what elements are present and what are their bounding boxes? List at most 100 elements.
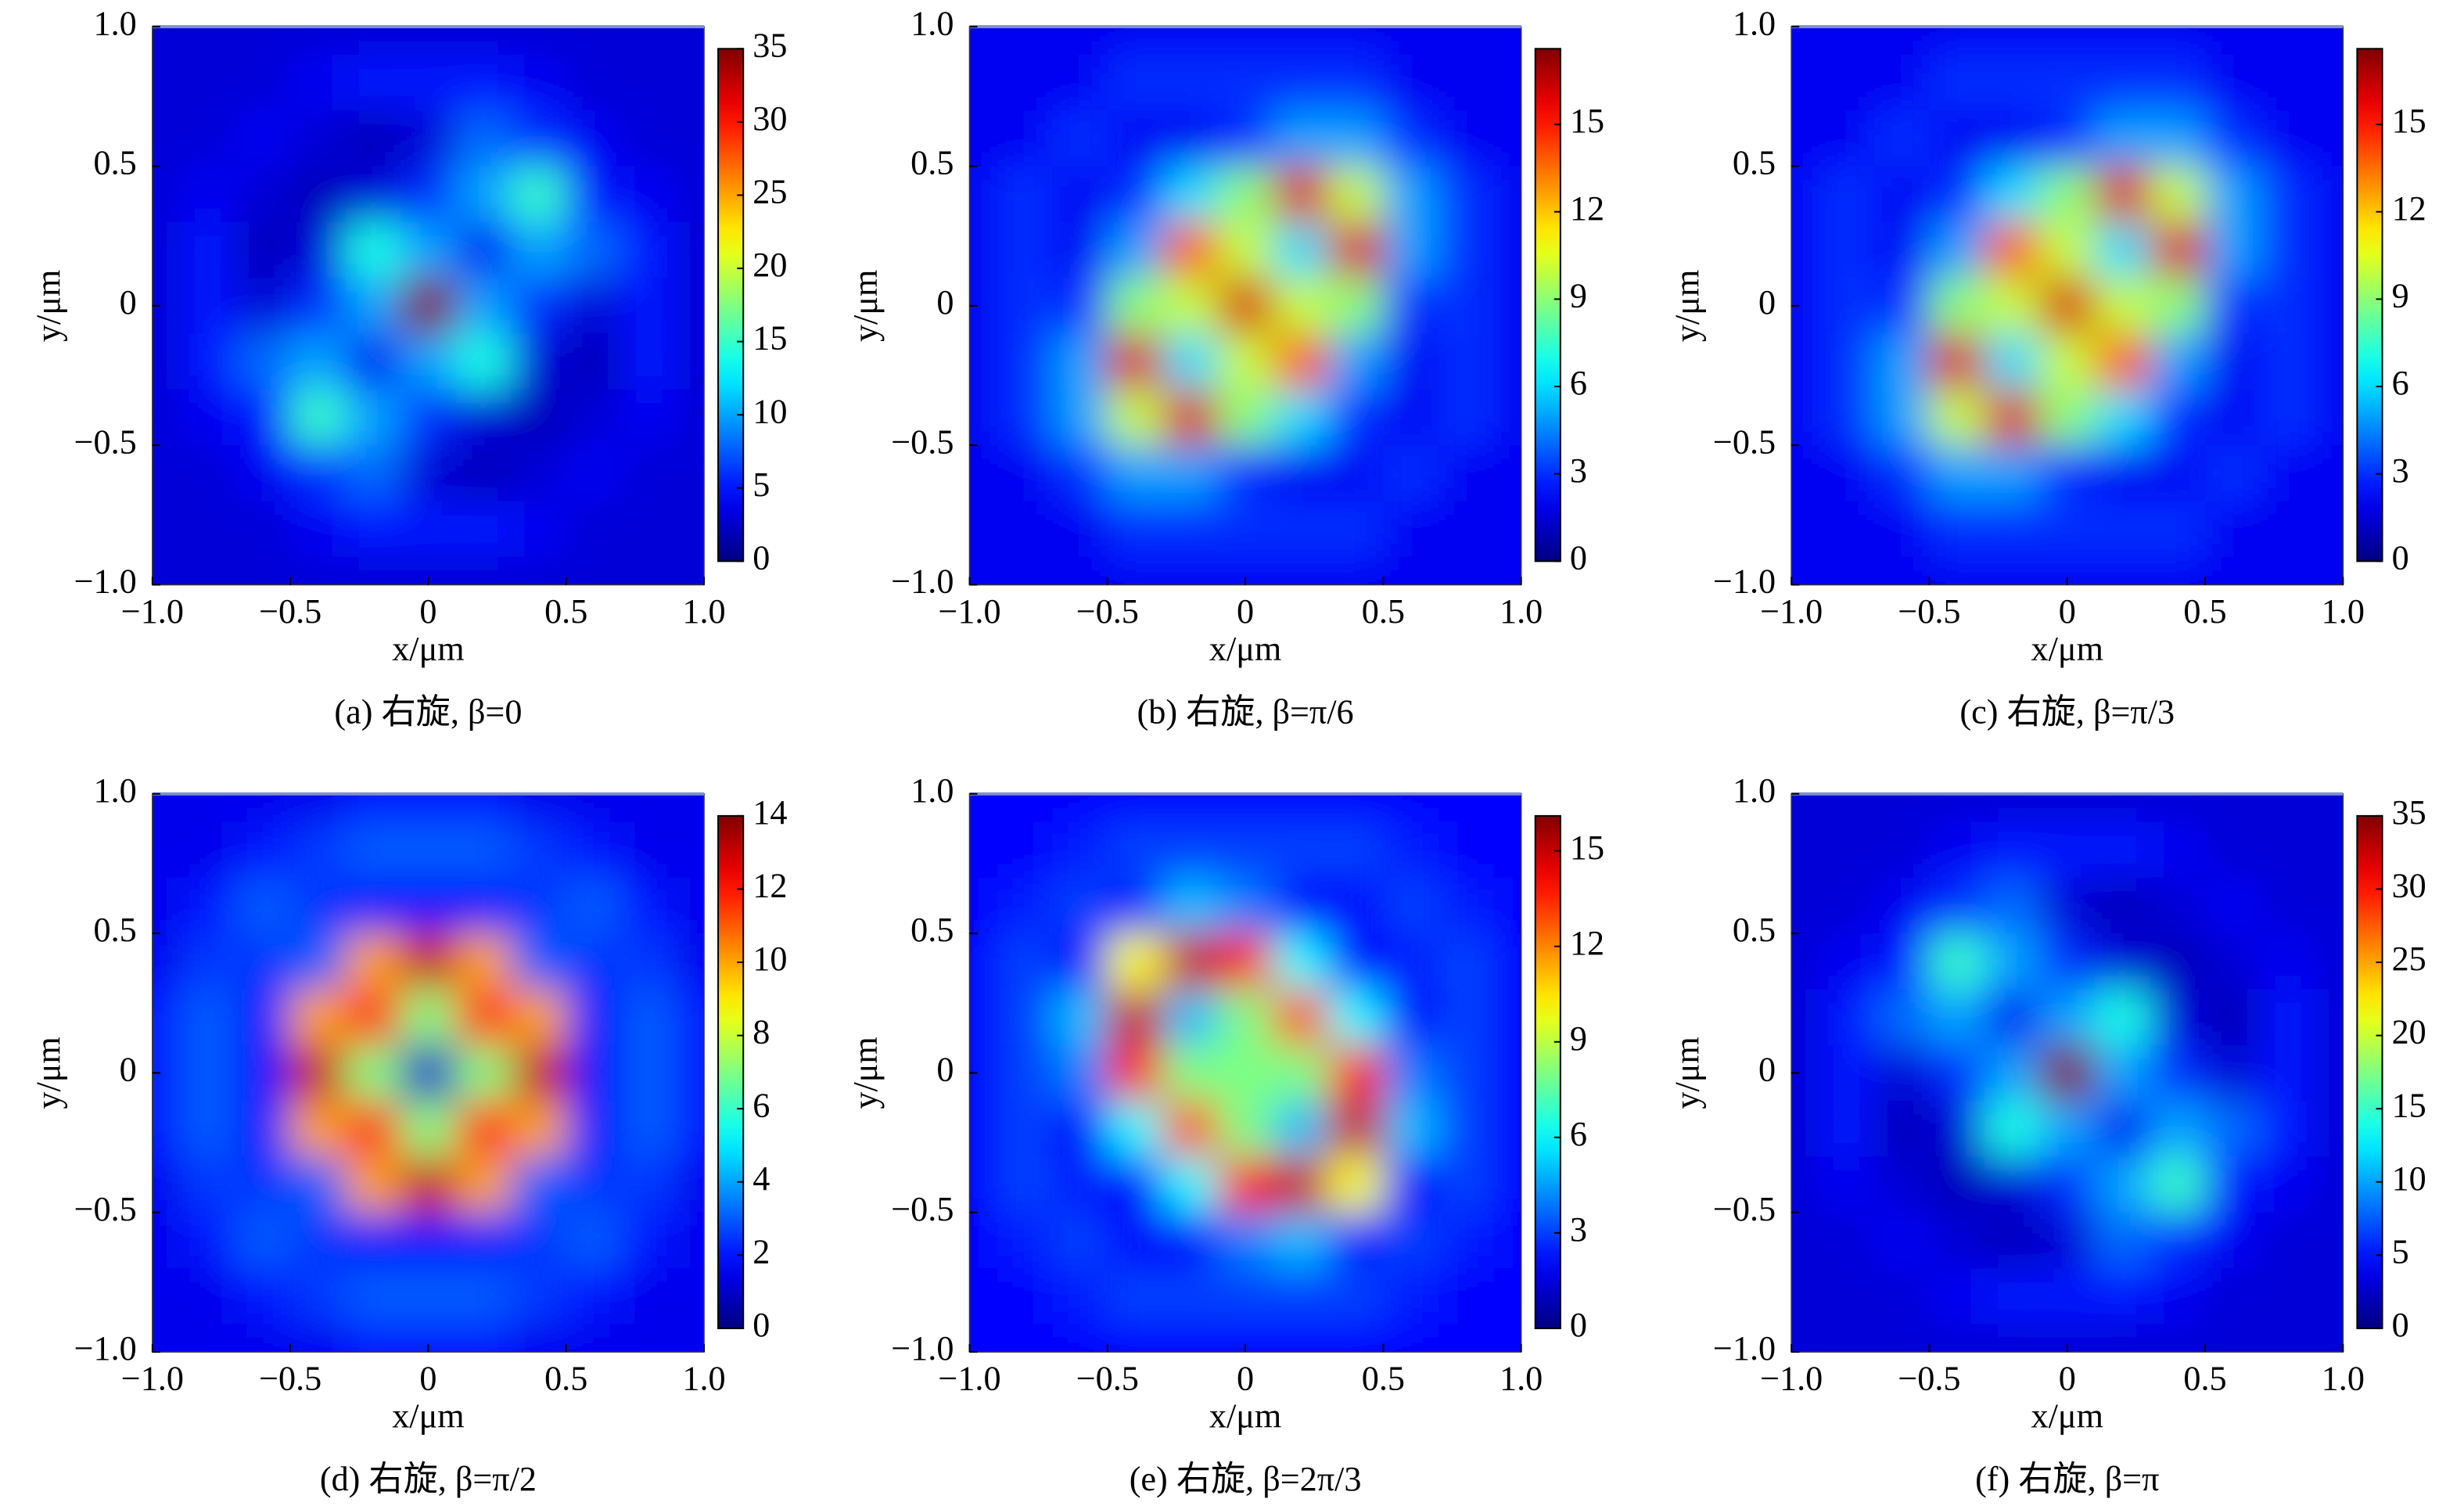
heatmap-cell	[400, 389, 457, 447]
heatmap-cell	[180, 333, 236, 390]
heatmap-cell	[1052, 221, 1108, 279]
colorbar-tick-label: 9	[1570, 277, 1587, 315]
heatmap-cell	[676, 54, 705, 112]
heatmap-cell	[1984, 110, 2041, 167]
heatmap-cell	[1052, 1324, 1108, 1353]
y-tick-label: −1.0	[891, 563, 954, 601]
y-tick-label: 0.5	[1733, 144, 1776, 182]
heatmap-cell	[2150, 54, 2207, 112]
heatmap-cell	[290, 1044, 347, 1102]
heatmap-cell	[1873, 221, 1931, 279]
x-tick-label: −1.0	[938, 592, 1000, 631]
heatmap-cell	[1929, 1101, 1985, 1158]
heatmap-cell	[400, 166, 457, 223]
heatmap-cell	[1052, 877, 1108, 935]
heatmap-cell	[1873, 1044, 1931, 1102]
heatmap-cell	[2205, 221, 2261, 279]
heatmap-cell	[1273, 110, 1329, 167]
heatmap-cell	[1162, 821, 1219, 879]
heatmap-cell	[676, 501, 705, 558]
heatmap-cell	[2315, 556, 2344, 585]
heatmap-cell	[1984, 1101, 2041, 1158]
heatmap-cell	[2039, 221, 2096, 279]
heatmap-cell	[180, 933, 236, 990]
heatmap-cell	[180, 1324, 236, 1353]
heatmap-cell	[1052, 54, 1108, 112]
heatmap-cell	[969, 1101, 998, 1158]
heatmap-cell	[1107, 1324, 1164, 1353]
heatmap-cell	[997, 989, 1054, 1046]
heatmap-cell	[455, 389, 512, 447]
heatmap-cell	[2150, 1156, 2207, 1213]
x-tick-label: −0.5	[1076, 1359, 1139, 1397]
heatmap-cell	[1327, 389, 1385, 447]
colorbar-tick-label: 0	[752, 1306, 770, 1344]
heatmap-cell	[1162, 54, 1219, 112]
heatmap-cell	[1493, 54, 1521, 112]
heatmap-cell	[1383, 877, 1439, 935]
heatmap-cell	[345, 1156, 402, 1213]
heatmap-cell	[1819, 221, 1875, 279]
heatmap-cell	[969, 933, 998, 990]
heatmap-cell	[1107, 1212, 1164, 1270]
x-axis-label: x/μm	[2031, 630, 2103, 668]
heatmap-cell	[1273, 501, 1329, 558]
heatmap-cell	[400, 445, 457, 502]
heatmap-cell	[400, 221, 457, 279]
heatmap-cell	[2315, 1156, 2344, 1213]
heatmap-cell	[997, 1324, 1054, 1353]
heatmap-cell	[1052, 556, 1108, 585]
y-tick-label: 0	[1758, 283, 1776, 322]
heatmap-cell	[1162, 27, 1219, 56]
heatmap-cell	[621, 1324, 677, 1353]
heatmap-cell	[676, 556, 705, 585]
heatmap-cell	[1984, 278, 2041, 335]
heatmap-cell	[2205, 877, 2261, 935]
colorbar-tick-label: 6	[1570, 364, 1587, 402]
heatmap-cell	[2095, 821, 2151, 879]
heatmap-cell	[1383, 445, 1439, 502]
heatmap-cell	[2315, 389, 2344, 447]
heatmap-cell	[455, 221, 512, 279]
heatmap-cell	[997, 27, 1054, 56]
colorbar-tick-label: 30	[2392, 867, 2426, 905]
colorbar-tick-label: 0	[752, 538, 770, 577]
heatmap-cell	[1273, 1268, 1329, 1325]
caption: (d) 右旋, β=π/2	[320, 1460, 537, 1498]
heatmap-cell	[235, 793, 292, 823]
heatmap-cell	[2095, 556, 2151, 585]
colorbar-tick-label: 12	[752, 867, 787, 905]
y-axis-label: y/μm	[29, 1037, 67, 1109]
heatmap-cell	[1791, 556, 1820, 585]
heatmap-cell	[400, 793, 457, 823]
heatmap-cell	[1327, 278, 1385, 335]
heatmap-cell	[2260, 501, 2317, 558]
heatmap-cell	[455, 1156, 512, 1213]
heatmap-cell	[676, 877, 705, 935]
heatmap-cell	[1984, 389, 2041, 447]
colorbar-tick-label: 5	[2392, 1232, 2409, 1271]
heatmap-cell	[1162, 1268, 1219, 1325]
heatmap-cell	[2095, 1324, 2151, 1353]
heatmap-cell	[511, 27, 567, 56]
colorbar-tick-label: 25	[2392, 940, 2426, 978]
heatmap-cell	[969, 793, 998, 823]
heatmap-cell	[1984, 877, 2041, 935]
heatmap-cell	[1383, 556, 1439, 585]
heatmap-cell	[1162, 278, 1219, 335]
heatmap-cell	[1819, 877, 1875, 935]
heatmap-cell	[621, 54, 677, 112]
heatmap-cell	[1273, 389, 1329, 447]
heatmap-cell	[1493, 877, 1521, 935]
heatmap-cell	[290, 556, 347, 585]
heatmap-cell	[1493, 445, 1521, 502]
heatmap-cell	[566, 389, 623, 447]
heatmap-cell	[997, 1044, 1054, 1102]
heatmap-cell	[676, 821, 705, 879]
heatmap-cell	[1929, 821, 1985, 879]
heatmap-cell	[997, 1268, 1054, 1325]
heatmap-cell	[345, 877, 402, 935]
heatmap-cell	[621, 501, 677, 558]
heatmap-cell	[1819, 166, 1875, 223]
y-tick-label: 1.0	[911, 4, 954, 42]
